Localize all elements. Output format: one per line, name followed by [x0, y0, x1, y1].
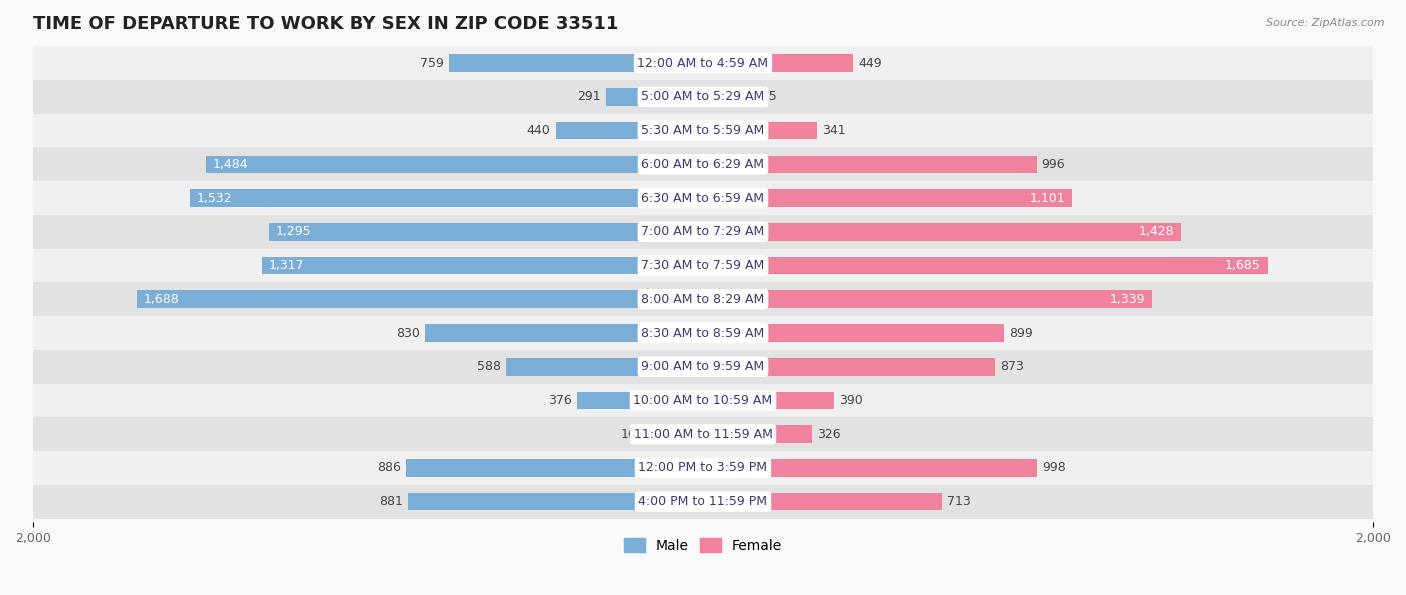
Bar: [703, 493, 942, 511]
Bar: [190, 189, 703, 207]
Text: 1,685: 1,685: [1225, 259, 1261, 272]
Text: 886: 886: [377, 462, 401, 474]
Text: 6:00 AM to 6:29 AM: 6:00 AM to 6:29 AM: [641, 158, 765, 171]
Text: Source: ZipAtlas.com: Source: ZipAtlas.com: [1267, 18, 1385, 28]
Text: 881: 881: [380, 495, 402, 508]
Text: 12:00 PM to 3:59 PM: 12:00 PM to 3:59 PM: [638, 462, 768, 474]
Bar: [703, 223, 1181, 240]
Text: 830: 830: [396, 327, 420, 340]
Bar: [408, 493, 703, 511]
Text: 161: 161: [620, 428, 644, 441]
Bar: [32, 316, 1374, 350]
Bar: [269, 223, 703, 240]
Bar: [32, 451, 1374, 485]
Text: 390: 390: [839, 394, 862, 407]
Legend: Male, Female: Male, Female: [619, 532, 787, 558]
Text: 12:00 AM to 4:59 AM: 12:00 AM to 4:59 AM: [637, 57, 769, 70]
Bar: [703, 459, 1038, 477]
Text: 4:00 PM to 11:59 PM: 4:00 PM to 11:59 PM: [638, 495, 768, 508]
Text: 5:30 AM to 5:59 AM: 5:30 AM to 5:59 AM: [641, 124, 765, 137]
Bar: [406, 459, 703, 477]
Bar: [32, 485, 1374, 518]
Text: 713: 713: [946, 495, 970, 508]
Text: 440: 440: [527, 124, 551, 137]
Bar: [32, 80, 1374, 114]
Text: 998: 998: [1042, 462, 1066, 474]
Text: 376: 376: [548, 394, 572, 407]
Text: TIME OF DEPARTURE TO WORK BY SEX IN ZIP CODE 33511: TIME OF DEPARTURE TO WORK BY SEX IN ZIP …: [32, 15, 619, 33]
Bar: [32, 350, 1374, 384]
Bar: [703, 189, 1071, 207]
Text: 5:00 AM to 5:29 AM: 5:00 AM to 5:29 AM: [641, 90, 765, 104]
Text: 1,339: 1,339: [1109, 293, 1144, 306]
Bar: [703, 290, 1152, 308]
Bar: [32, 283, 1374, 316]
Bar: [606, 88, 703, 106]
Text: 449: 449: [859, 57, 882, 70]
Bar: [703, 88, 748, 106]
Bar: [32, 384, 1374, 417]
Text: 8:00 AM to 8:29 AM: 8:00 AM to 8:29 AM: [641, 293, 765, 306]
Bar: [138, 290, 703, 308]
Bar: [32, 46, 1374, 80]
Bar: [703, 155, 1036, 173]
Bar: [703, 324, 1004, 342]
Bar: [555, 122, 703, 139]
Text: 291: 291: [576, 90, 600, 104]
Text: 326: 326: [817, 428, 841, 441]
Bar: [425, 324, 703, 342]
Text: 759: 759: [420, 57, 444, 70]
Text: 1,295: 1,295: [276, 226, 312, 239]
Bar: [650, 425, 703, 443]
Text: 1,484: 1,484: [212, 158, 247, 171]
Text: 588: 588: [477, 360, 501, 373]
Text: 6:30 AM to 6:59 AM: 6:30 AM to 6:59 AM: [641, 192, 765, 205]
Bar: [703, 257, 1268, 274]
Bar: [32, 181, 1374, 215]
Text: 9:00 AM to 9:59 AM: 9:00 AM to 9:59 AM: [641, 360, 765, 373]
Bar: [449, 54, 703, 72]
Text: 7:30 AM to 7:59 AM: 7:30 AM to 7:59 AM: [641, 259, 765, 272]
Bar: [576, 392, 703, 409]
Bar: [506, 358, 703, 375]
Text: 873: 873: [1001, 360, 1025, 373]
Bar: [205, 155, 703, 173]
Text: 1,101: 1,101: [1029, 192, 1066, 205]
Text: 1,428: 1,428: [1139, 226, 1175, 239]
Text: 1,532: 1,532: [197, 192, 232, 205]
Text: 1,317: 1,317: [269, 259, 304, 272]
Bar: [703, 358, 995, 375]
Text: 10:00 AM to 10:59 AM: 10:00 AM to 10:59 AM: [634, 394, 772, 407]
Bar: [703, 122, 817, 139]
Bar: [32, 215, 1374, 249]
Text: 899: 899: [1010, 327, 1033, 340]
Text: 135: 135: [754, 90, 778, 104]
Bar: [262, 257, 703, 274]
Bar: [703, 54, 853, 72]
Text: 341: 341: [823, 124, 846, 137]
Text: 1,688: 1,688: [145, 293, 180, 306]
Bar: [32, 114, 1374, 148]
Bar: [703, 392, 834, 409]
Text: 7:00 AM to 7:29 AM: 7:00 AM to 7:29 AM: [641, 226, 765, 239]
Bar: [32, 417, 1374, 451]
Bar: [32, 249, 1374, 283]
Bar: [32, 148, 1374, 181]
Text: 11:00 AM to 11:59 AM: 11:00 AM to 11:59 AM: [634, 428, 772, 441]
Bar: [703, 425, 813, 443]
Text: 996: 996: [1042, 158, 1066, 171]
Text: 8:30 AM to 8:59 AM: 8:30 AM to 8:59 AM: [641, 327, 765, 340]
